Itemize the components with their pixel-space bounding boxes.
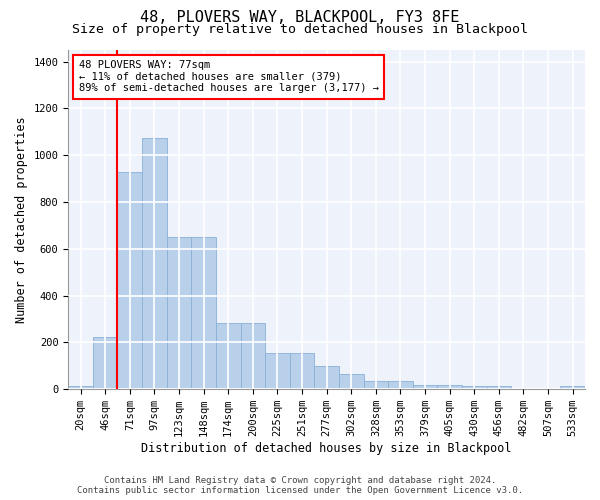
Bar: [388, 381, 413, 389]
Bar: [93, 336, 118, 389]
Text: Size of property relative to detached houses in Blackpool: Size of property relative to detached ho…: [72, 22, 528, 36]
Bar: [462, 386, 487, 389]
Bar: [437, 384, 462, 389]
Bar: [167, 237, 191, 389]
Y-axis label: Number of detached properties: Number of detached properties: [15, 116, 28, 323]
Text: 48, PLOVERS WAY, BLACKPOOL, FY3 8FE: 48, PLOVERS WAY, BLACKPOOL, FY3 8FE: [140, 10, 460, 25]
Bar: [413, 384, 437, 389]
Bar: [290, 353, 314, 389]
Text: 48 PLOVERS WAY: 77sqm
← 11% of detached houses are smaller (379)
89% of semi-det: 48 PLOVERS WAY: 77sqm ← 11% of detached …: [79, 60, 379, 94]
Bar: [265, 353, 290, 389]
Bar: [142, 138, 167, 389]
Bar: [68, 386, 93, 389]
Bar: [339, 374, 364, 389]
Bar: [364, 381, 388, 389]
Bar: [216, 322, 241, 389]
Bar: [118, 172, 142, 389]
Bar: [314, 366, 339, 389]
X-axis label: Distribution of detached houses by size in Blackpool: Distribution of detached houses by size …: [142, 442, 512, 455]
Bar: [241, 322, 265, 389]
Bar: [487, 386, 511, 389]
Bar: [191, 237, 216, 389]
Bar: [560, 386, 585, 389]
Text: Contains HM Land Registry data © Crown copyright and database right 2024.
Contai: Contains HM Land Registry data © Crown c…: [77, 476, 523, 495]
